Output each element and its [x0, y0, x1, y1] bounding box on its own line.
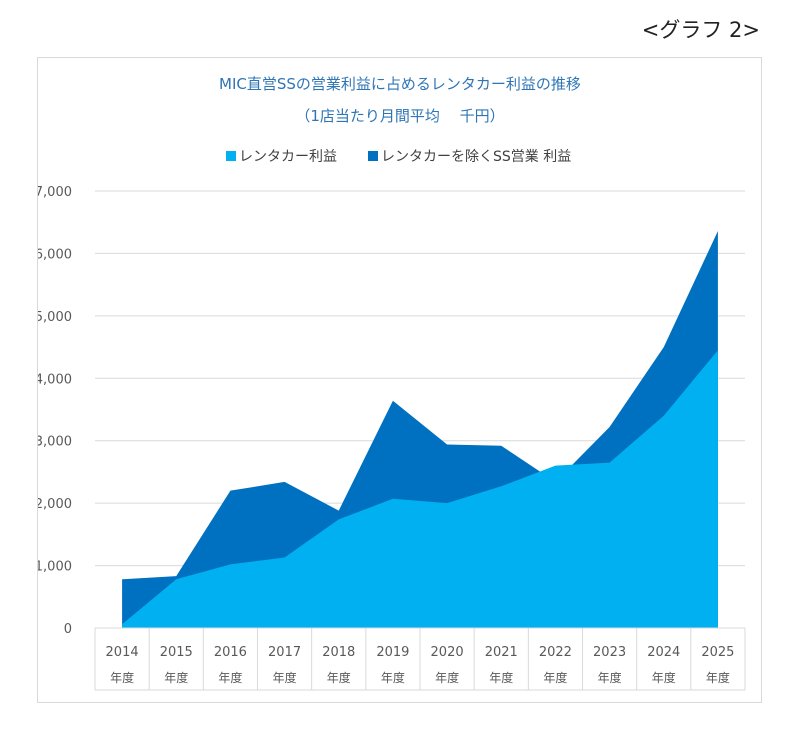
x-tick-label: 2019 [376, 645, 409, 660]
x-tick-suffix: 年度 [110, 670, 134, 685]
x-tick-suffix: 年度 [598, 670, 622, 685]
legend-swatch [226, 151, 236, 161]
x-tick-label: 2022 [539, 645, 572, 660]
x-tick-label: 2023 [593, 645, 626, 660]
x-tick-suffix: 年度 [706, 670, 730, 685]
x-tick-label: 2020 [431, 645, 464, 660]
x-tick-label: 2015 [160, 645, 193, 660]
y-tick-label: 7,000 [38, 185, 72, 200]
x-tick-suffix: 年度 [218, 670, 242, 685]
y-tick-label: 1,000 [38, 560, 72, 575]
x-axis-table: 2014 年度 2015 年度 2016 年度 2017 年度 2018 年度 2019 年度 2020… [94, 627, 746, 691]
legend-label: レンタカーを除くSS営業 利益 [381, 149, 571, 165]
y-tick-label: 3,000 [38, 435, 72, 450]
area-chart: MIC直営SSの営業利益に占めるレンタカー利益の推移 （1店当たり月間平均 千円… [35, 75, 746, 691]
x-tick-label: 2017 [268, 645, 301, 660]
graph-number-label: <グラフ 2> [641, 18, 760, 42]
y-tick-label: 6,000 [38, 247, 72, 262]
y-tick-label: 4,000 [38, 372, 72, 387]
y-tick-label: 5,000 [38, 310, 72, 325]
legend-label: レンタカー利益 [239, 149, 337, 165]
x-tick-label: 2024 [647, 645, 680, 660]
x-tick-suffix: 年度 [381, 670, 405, 685]
chart-subtitle: （1店当たり月間平均 千円） [295, 107, 504, 125]
x-tick-suffix: 年度 [273, 670, 297, 685]
x-tick-label: 2025 [701, 645, 734, 660]
x-tick-label: 2014 [106, 645, 139, 660]
x-tick-suffix: 年度 [327, 670, 351, 685]
legend-swatch [368, 151, 378, 161]
x-tick-label: 2016 [214, 645, 247, 660]
y-tick-label: 0 [64, 622, 72, 637]
chart-legend: レンタカー利益 レンタカーを除くSS営業 利益 [226, 149, 571, 165]
x-tick-label: 2018 [322, 645, 355, 660]
x-tick-suffix: 年度 [489, 670, 513, 685]
x-tick-label: 2021 [485, 645, 518, 660]
chart-title: MIC直営SSの営業利益に占めるレンタカー利益の推移 [219, 75, 581, 93]
area-rental-profit [122, 350, 718, 628]
chart-frame: MIC直営SSの営業利益に占めるレンタカー利益の推移 （1店当たり月間平均 千円… [35, 57, 762, 703]
x-tick-suffix: 年度 [543, 670, 567, 685]
x-tick-suffix: 年度 [652, 670, 676, 685]
y-tick-label: 2,000 [38, 497, 72, 512]
x-tick-suffix: 年度 [435, 670, 459, 685]
x-tick-suffix: 年度 [164, 670, 188, 685]
y-axis: 0 1,000 2,000 3,000 4,000 5,000 6,000 7,000 [35, 185, 72, 637]
series-areas [122, 230, 718, 628]
